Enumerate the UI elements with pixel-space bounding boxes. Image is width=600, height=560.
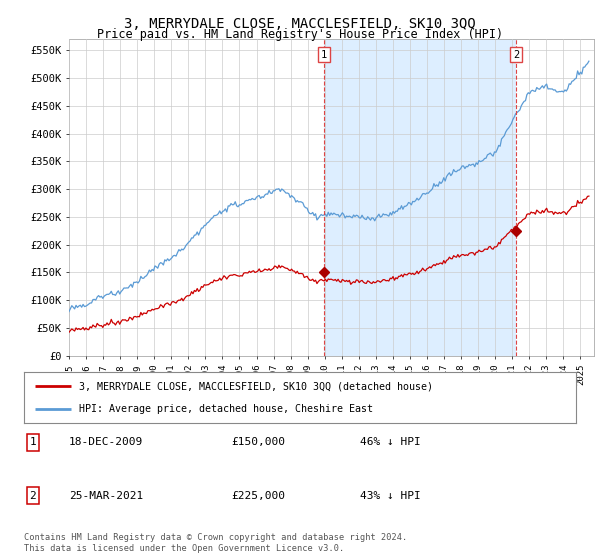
Text: 43% ↓ HPI: 43% ↓ HPI: [360, 491, 421, 501]
Text: 46% ↓ HPI: 46% ↓ HPI: [360, 437, 421, 447]
Text: 1: 1: [321, 50, 327, 60]
Bar: [324, 39, 516, 356]
Text: HPI: Average price, detached house, Cheshire East: HPI: Average price, detached house, Ches…: [79, 404, 373, 414]
Text: £150,000: £150,000: [231, 437, 285, 447]
Text: 3, MERRYDALE CLOSE, MACCLESFIELD, SK10 3QQ (detached house): 3, MERRYDALE CLOSE, MACCLESFIELD, SK10 3…: [79, 381, 433, 391]
Text: 2: 2: [513, 50, 519, 60]
Text: 3, MERRYDALE CLOSE, MACCLESFIELD, SK10 3QQ: 3, MERRYDALE CLOSE, MACCLESFIELD, SK10 3…: [124, 17, 476, 31]
Text: Contains HM Land Registry data © Crown copyright and database right 2024.
This d: Contains HM Land Registry data © Crown c…: [24, 533, 407, 553]
Text: 18-DEC-2009: 18-DEC-2009: [69, 437, 143, 447]
Text: £225,000: £225,000: [231, 491, 285, 501]
Text: 1: 1: [29, 437, 37, 447]
Text: 25-MAR-2021: 25-MAR-2021: [69, 491, 143, 501]
Text: 2: 2: [29, 491, 37, 501]
Text: Price paid vs. HM Land Registry's House Price Index (HPI): Price paid vs. HM Land Registry's House …: [97, 28, 503, 41]
